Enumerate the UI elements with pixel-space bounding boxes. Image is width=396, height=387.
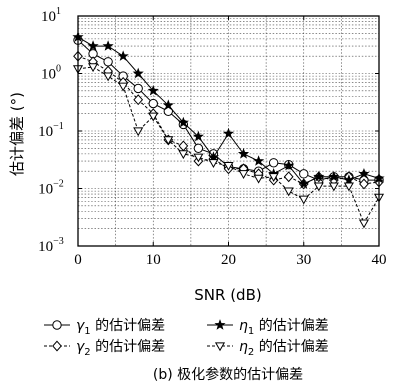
data-point xyxy=(87,63,99,73)
data-point xyxy=(208,159,219,168)
data-point xyxy=(359,178,369,190)
data-point xyxy=(133,127,144,137)
legend: γ1 的估计偏差 γ2 的估计偏差 η1 的估计偏差 η2 的估计偏差 xyxy=(44,318,329,358)
data-point xyxy=(177,116,189,128)
data-point xyxy=(313,182,324,192)
data-point xyxy=(102,40,114,51)
data-point xyxy=(313,170,325,182)
x-tick-label: 40 xyxy=(372,252,387,268)
data-point xyxy=(163,136,174,146)
data-point xyxy=(283,187,294,197)
legend-marker xyxy=(214,319,226,330)
figure-caption: (b) 极化参数的估计偏差 xyxy=(153,366,303,383)
x-axis-label: SNR (dB) xyxy=(194,286,261,304)
data-point xyxy=(328,182,339,192)
data-point xyxy=(103,72,114,82)
data-point xyxy=(298,195,309,205)
data-point xyxy=(147,84,159,96)
data-point xyxy=(148,112,159,122)
data-point xyxy=(118,82,129,92)
data-point xyxy=(193,143,204,154)
legend-marker xyxy=(52,320,62,330)
data-point xyxy=(299,169,309,179)
y-tick-label: 10−3 xyxy=(38,236,64,255)
data-point xyxy=(133,83,143,94)
x-tick-label: 10 xyxy=(146,252,161,268)
y-tick-label: 100 xyxy=(41,64,61,83)
y-axis-label: 估计偏差 (°) xyxy=(8,92,26,176)
data-point xyxy=(132,67,144,79)
data-point xyxy=(237,148,250,159)
data-point xyxy=(358,167,370,179)
data-point xyxy=(253,155,265,166)
legend-label: η1 的估计偏差 xyxy=(239,318,329,337)
data-point xyxy=(162,99,174,111)
legend-label: γ1 的估计偏差 xyxy=(76,318,165,337)
data-point xyxy=(328,170,340,182)
data-point xyxy=(298,178,310,189)
data-point xyxy=(192,130,204,142)
data-point xyxy=(222,127,235,139)
data-point xyxy=(103,57,113,67)
legend-marker xyxy=(214,342,226,352)
y-tick-label: 10−1 xyxy=(38,121,64,140)
legend-item-3: η1 的估计偏差 xyxy=(207,318,329,337)
data-point xyxy=(223,161,234,171)
data-point xyxy=(148,98,158,109)
x-tick-label: 0 xyxy=(74,252,82,268)
legend-item-2: γ2 的估计偏差 xyxy=(44,339,165,358)
legend-marker xyxy=(52,340,62,352)
y-tick-label: 10−2 xyxy=(38,179,64,198)
legend-label: η2 的估计偏差 xyxy=(239,339,329,358)
ticks: 0 10 20 30 40 101 100 10−1 10−2 10−3 xyxy=(38,6,386,268)
data-point xyxy=(343,182,354,192)
data-point xyxy=(283,171,294,183)
data-point xyxy=(283,159,295,171)
data-point xyxy=(87,40,99,51)
x-tick-label: 20 xyxy=(221,252,236,268)
data-point xyxy=(133,94,144,106)
legend-item-1: γ1 的估计偏差 xyxy=(44,318,165,337)
data-point xyxy=(358,219,370,229)
grid-lines xyxy=(78,16,379,246)
series-4 xyxy=(72,63,385,229)
data-point xyxy=(193,153,204,163)
data-point xyxy=(238,170,249,180)
x-tick-label: 30 xyxy=(296,252,311,268)
y-tick-label: 101 xyxy=(41,6,61,25)
series-3 xyxy=(72,31,385,189)
data-point xyxy=(268,173,279,182)
series-layer xyxy=(72,31,385,229)
data-point xyxy=(268,158,279,168)
data-point xyxy=(343,174,355,185)
data-point xyxy=(253,174,264,184)
series-line xyxy=(77,66,380,225)
legend-label: γ2 的估计偏差 xyxy=(76,339,165,358)
data-point xyxy=(178,150,189,160)
data-point xyxy=(117,50,129,61)
legend-item-4: η2 的估计偏差 xyxy=(207,339,329,358)
